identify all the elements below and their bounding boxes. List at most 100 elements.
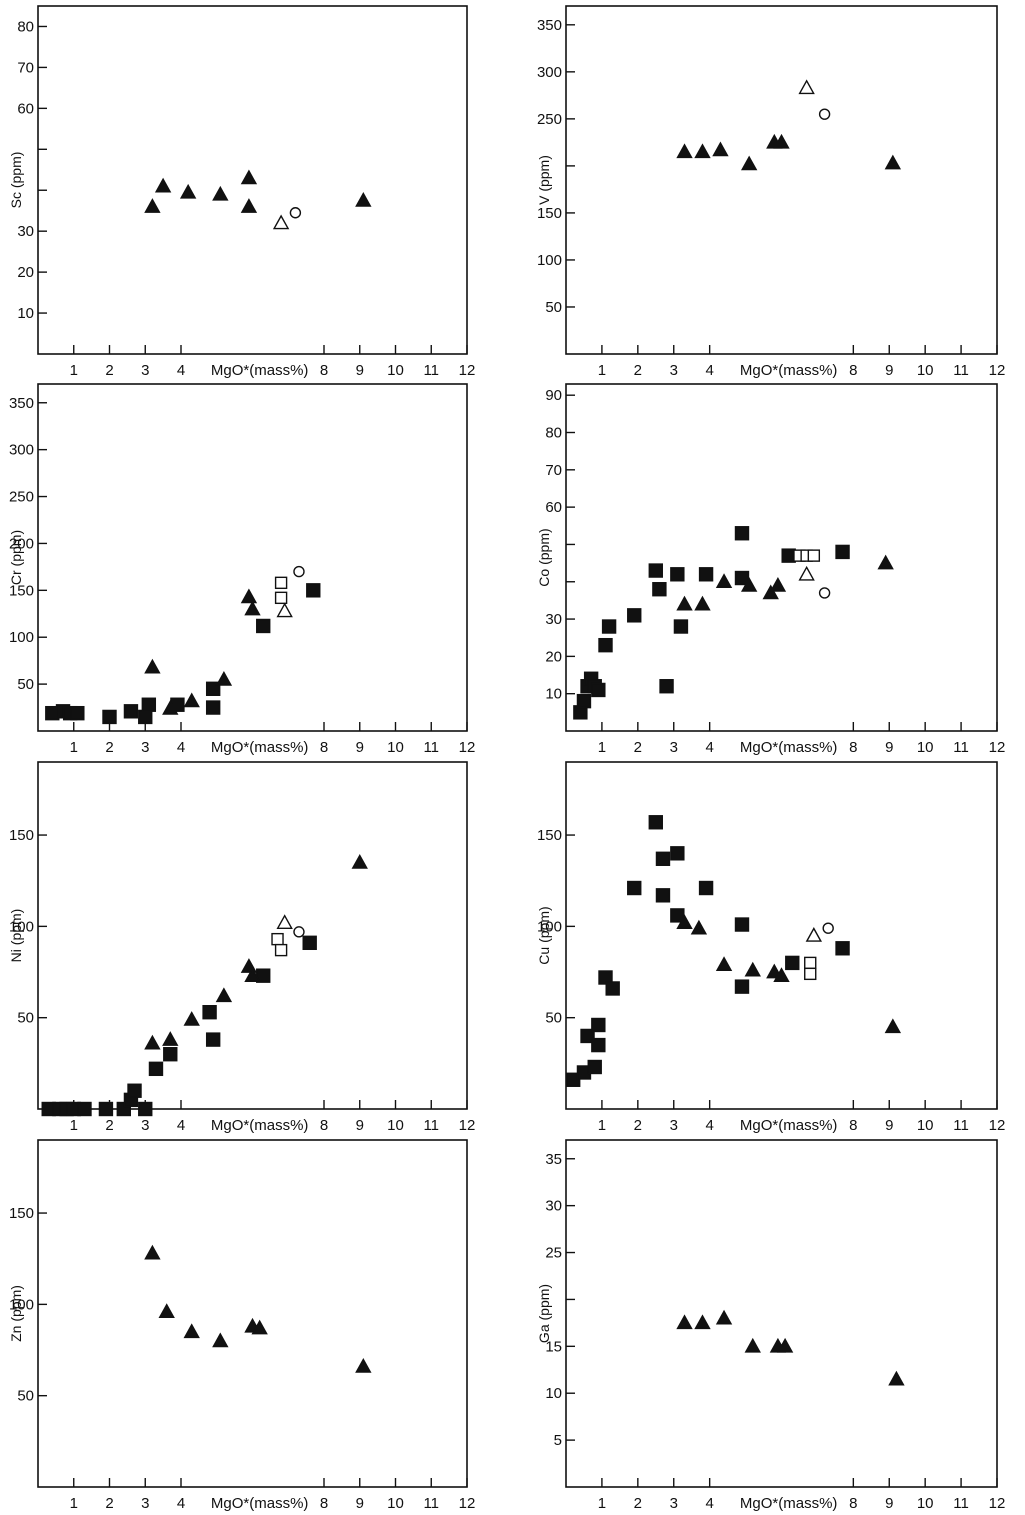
y-tick-label-cr: 100: [9, 629, 34, 646]
x-axis-label-v: MgO*(mass%): [740, 362, 838, 379]
x-tick-label-cu: 1: [598, 1117, 606, 1134]
data-point-filled-square: [835, 544, 850, 560]
data-point-filled-triangle: [162, 1031, 179, 1046]
data-point-filled-triangle: [240, 198, 258, 213]
y-axis-label-cr: Cr (ppm): [8, 530, 24, 585]
x-tick-label-sc: 3: [141, 362, 149, 379]
x-tick-label-zn: 12: [459, 1495, 476, 1512]
x-tick-label-cr: 12: [459, 739, 476, 756]
y-tick-label-ga: 5: [554, 1432, 562, 1449]
data-point-filled-triangle: [715, 956, 733, 972]
x-tick-label-ga: 9: [885, 1495, 893, 1512]
y-tick-label-sc: 10: [17, 305, 34, 322]
y-axis-label-ga: Ga (ppm): [536, 1284, 552, 1343]
data-point-filled-triangle: [183, 692, 200, 708]
data-point-filled-square: [591, 682, 606, 698]
y-tick-label-zn: 50: [17, 1388, 34, 1405]
data-point-filled-square: [655, 888, 671, 903]
x-tick-label-v: 12: [989, 362, 1006, 379]
data-point-open-circle: [293, 565, 305, 578]
y-tick-label-zn: 100: [9, 1296, 34, 1313]
x-tick-label-sc: 4: [177, 362, 185, 379]
data-point-filled-triangle: [744, 1337, 761, 1353]
data-point-filled-triangle: [212, 185, 229, 201]
x-tick-label-v: 11: [953, 362, 969, 379]
data-point-open-square: [804, 967, 817, 981]
y-tick-label-zn: 150: [9, 1205, 34, 1222]
x-tick-label-sc: 1: [70, 362, 78, 379]
x-tick-label-ni: 9: [356, 1117, 364, 1134]
y-tick-label-cu: 150: [537, 827, 562, 844]
x-tick-label-cr: 3: [141, 739, 149, 756]
y-tick-label-v: 50: [545, 299, 562, 316]
data-point-filled-triangle: [215, 670, 233, 686]
data-point-filled-triangle: [676, 1314, 693, 1330]
data-point-filled-square: [565, 1072, 581, 1087]
data-point-filled-triangle: [244, 600, 261, 616]
x-tick-label-co: 10: [917, 739, 934, 756]
y-tick-label-cr: 200: [9, 535, 34, 552]
x-tick-label-ni: 8: [320, 1117, 328, 1134]
data-point-filled-square: [70, 705, 85, 721]
x-tick-label-cr: 11: [423, 739, 439, 756]
x-tick-label-cu: 2: [634, 1117, 642, 1134]
data-point-filled-square: [648, 563, 663, 578]
x-axis-label-cr: MgO*(mass%): [211, 739, 309, 756]
y-tick-label-v: 250: [537, 111, 562, 128]
data-point-filled-triangle: [888, 1370, 905, 1386]
data-point-filled-triangle: [144, 1244, 161, 1260]
data-point-filled-square: [698, 880, 714, 896]
data-point-filled-triangle: [877, 554, 894, 570]
data-point-filled-triangle: [740, 155, 758, 171]
data-point-filled-square: [306, 583, 321, 598]
y-tick-label-cu: 50: [545, 1010, 562, 1027]
data-point-filled-triangle: [355, 192, 372, 207]
data-point-filled-triangle: [744, 961, 761, 977]
x-tick-label-ga: 2: [634, 1495, 642, 1512]
y-tick-label-v: 300: [537, 64, 562, 81]
y-tick-label-sc: 60: [17, 100, 34, 117]
data-point-filled-triangle: [154, 177, 172, 193]
y-tick-label-co: 60: [545, 499, 562, 516]
y-tick-label-ga: 30: [545, 1198, 562, 1215]
y-tick-label-sc: 30: [17, 223, 34, 240]
y-tick-label-ni: 100: [9, 918, 34, 935]
data-point-filled-square: [580, 1028, 595, 1044]
data-point-filled-square: [102, 709, 117, 725]
data-point-filled-triangle: [773, 133, 790, 149]
x-tick-label-sc: 10: [387, 362, 404, 379]
data-point-filled-triangle: [162, 700, 179, 715]
x-tick-label-cu: 8: [849, 1117, 857, 1134]
x-tick-label-co: 4: [705, 739, 713, 756]
data-point-filled-square: [98, 1101, 114, 1117]
y-tick-label-co: 90: [545, 387, 562, 404]
y-tick-label-co: 80: [545, 425, 562, 442]
x-tick-label-co: 8: [849, 739, 857, 756]
x-tick-label-co: 11: [953, 739, 969, 756]
data-point-filled-square: [698, 567, 714, 582]
x-tick-label-ga: 4: [705, 1495, 713, 1512]
x-tick-label-ga: 8: [849, 1495, 857, 1512]
data-point-filled-triangle: [676, 595, 693, 611]
data-point-filled-triangle: [884, 1018, 902, 1034]
x-tick-label-ga: 11: [953, 1495, 969, 1512]
x-tick-label-zn: 4: [177, 1495, 185, 1512]
y-tick-label-cr: 350: [9, 395, 34, 412]
x-axis-label-zn: MgO*(mass%): [211, 1495, 309, 1512]
x-axis-label-ga: MgO*(mass%): [740, 1495, 838, 1512]
y-tick-label-v: 100: [537, 252, 562, 269]
data-point-filled-square: [734, 570, 750, 586]
data-point-open-triangle: [805, 927, 823, 942]
data-point-filled-triangle: [144, 198, 161, 213]
data-point-filled-square: [734, 526, 750, 541]
x-tick-label-v: 1: [598, 362, 606, 379]
data-point-filled-square: [205, 1032, 221, 1047]
x-axis-label-sc: MgO*(mass%): [211, 362, 309, 379]
x-tick-label-cr: 8: [320, 739, 328, 756]
